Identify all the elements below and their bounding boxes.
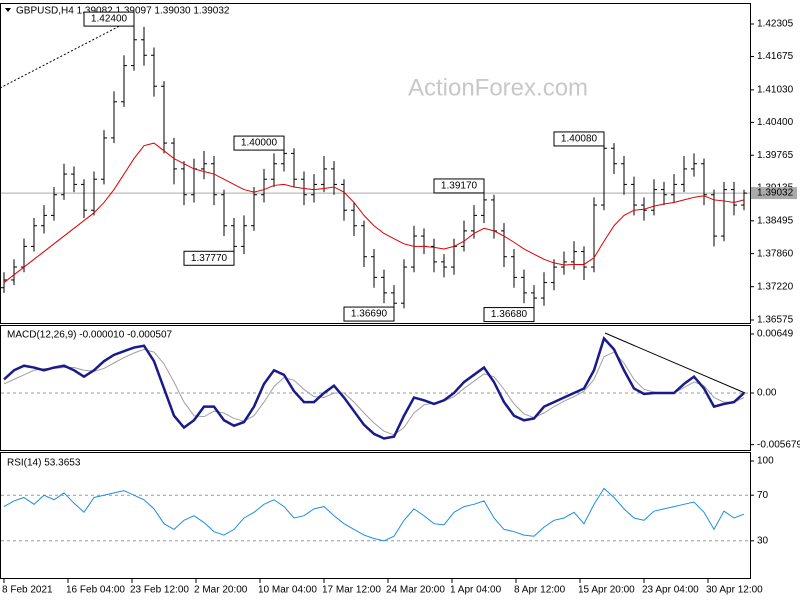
price-label-box: [233, 135, 285, 151]
x-tick-label: 16 Feb 04:00: [66, 585, 125, 596]
x-tick-label: 30 Apr 12:00: [706, 585, 763, 596]
price-label-box: [553, 131, 605, 147]
x-tick-label: 1 Apr 04:00: [450, 585, 502, 596]
price-label: 1.37770: [191, 253, 228, 264]
price-label-box: [83, 11, 135, 27]
line: [3, 348, 745, 436]
line: [3, 142, 745, 283]
line: [3, 487, 745, 542]
price-label: 1.36680: [491, 309, 528, 320]
dropdown-icon: [5, 8, 11, 12]
macd-trend-line: [604, 332, 746, 394]
x-tick-label: 23 Feb 12:00: [130, 585, 189, 596]
price-label: 1.39170: [441, 181, 478, 192]
y-tick-label: -0.005679: [757, 439, 800, 450]
y-tick-label: 1.39765: [757, 150, 794, 161]
trend-line: [0, 17, 136, 89]
price-label: 1.42400: [91, 14, 128, 25]
y-tick-label: 100: [757, 456, 774, 467]
current-price-box: [751, 187, 797, 200]
y-tick-label: 1.41675: [757, 51, 794, 62]
price-label: 1.36690: [351, 309, 388, 320]
y-tick-label: 30: [757, 535, 769, 546]
y-tick-label: 1.42305: [757, 19, 794, 30]
rsi-header: RSI(14) 53.3653: [7, 458, 81, 469]
price-label: 1.40080: [561, 134, 598, 145]
price-label-box: [343, 306, 395, 322]
y-tick-label: 0.00649: [757, 329, 794, 340]
y-tick-label: 70: [757, 490, 769, 501]
price-label-box: [483, 307, 535, 323]
macd-panel: [0, 325, 751, 451]
line: [3, 336, 745, 440]
y-tick-label: 1.38495: [757, 215, 794, 226]
x-tick-label: 17 Mar 12:00: [322, 585, 381, 596]
price-panel: [0, 3, 751, 324]
price-label-box: [183, 250, 235, 266]
y-tick-label: 0.00: [757, 388, 777, 399]
current-price-label: 1.39032: [757, 188, 794, 199]
y-tick-label: 1.36575: [757, 315, 794, 326]
x-tick-label: 24 Mar 20:00: [386, 585, 445, 596]
price-label: 1.40000: [241, 138, 278, 149]
rsi-panel: [0, 452, 751, 579]
x-tick-label: 23 Apr 04:00: [642, 585, 699, 596]
x-tick-label: 15 Apr 20:00: [578, 585, 635, 596]
macd-header: MACD(12,26,9) -0.000010 -0.000507: [7, 330, 173, 341]
x-tick-label: 10 Mar 04:00: [258, 585, 317, 596]
y-tick-label: 1.37220: [757, 281, 794, 292]
x-tick-label: 2 Mar 20:00: [194, 585, 248, 596]
x-tick-label: 8 Feb 2021: [2, 585, 53, 596]
watermark: ActionForex.com: [408, 74, 588, 101]
x-tick-label: 8 Apr 12:00: [514, 585, 566, 596]
y-tick-label: 1.37860: [757, 248, 794, 259]
y-tick-label: 1.41030: [757, 85, 794, 96]
price-header: GBPUSD,H4 1.39082 1.39097 1.39030 1.3903…: [16, 6, 230, 17]
price-label-box: [433, 178, 485, 194]
y-tick-label: 1.40400: [757, 117, 794, 128]
